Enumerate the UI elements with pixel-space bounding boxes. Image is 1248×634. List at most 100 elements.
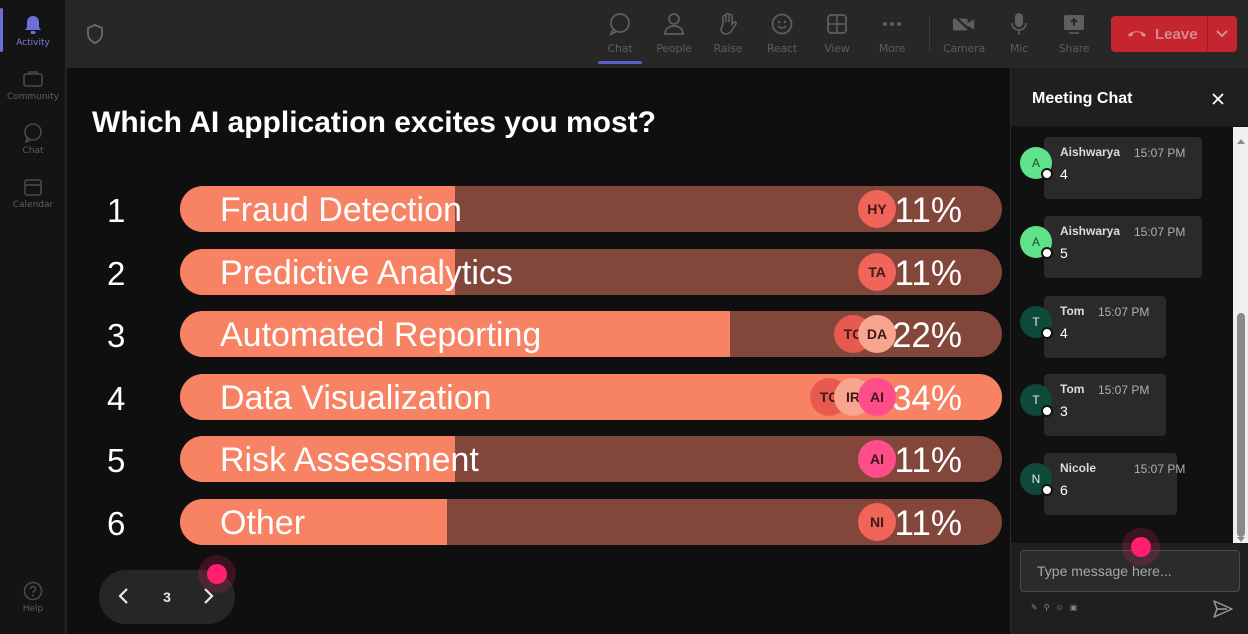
chat-message-list: Aishwarya 15:07 PM 4 A Aishwarya 15:07 PM 5 A To… <box>1011 127 1233 543</box>
chevron-down-icon[interactable] <box>1215 27 1229 46</box>
presence-status <box>1041 168 1053 180</box>
help-icon <box>22 580 44 602</box>
page-number: 3 <box>163 589 171 605</box>
shield-icon[interactable] <box>86 24 104 49</box>
chat-message: Aishwarya 15:07 PM 4 A <box>1011 131 1233 199</box>
message-text: 4 <box>1060 325 1068 341</box>
chat-panel-title: Meeting Chat <box>1032 90 1133 107</box>
option-bar-fill <box>180 311 730 357</box>
close-icon[interactable] <box>1207 88 1229 110</box>
option-number: 2 <box>107 254 126 292</box>
format-text-icon[interactable]: ✎ <box>1031 603 1038 612</box>
raise-hand-button-label: Raise <box>713 42 743 55</box>
message-text: 6 <box>1060 482 1068 498</box>
send-icon[interactable] <box>1213 600 1233 618</box>
camera-button[interactable]: Camera <box>938 0 990 68</box>
chat-header-divider <box>1011 126 1248 127</box>
option-bar: Other NI 11% <box>180 498 1002 545</box>
message-time: 15:07 PM <box>1098 305 1150 319</box>
rail-item-calendar[interactable]: Calendar <box>0 168 66 222</box>
people-button-label: People <box>656 42 692 55</box>
option-label: Risk Assessment <box>220 441 479 479</box>
leave-split-divider <box>1207 16 1208 52</box>
rail-label-community: Community <box>6 92 60 102</box>
poll-option-row: 2 Predictive Analytics TA 11% <box>67 248 1010 295</box>
option-bar: Automated Reporting TC DA 22% <box>180 311 1002 357</box>
rail-item-community[interactable]: Community <box>0 60 66 114</box>
option-bar-fill <box>180 248 455 295</box>
message-time: 15:07 PM <box>1134 146 1186 160</box>
option-percent: 22% <box>891 316 962 355</box>
pointer-highlight <box>1131 537 1151 557</box>
chat-button[interactable]: Chat <box>594 0 646 68</box>
mic-button[interactable]: Mic <box>993 0 1045 68</box>
emoji-icon[interactable]: ☺ <box>1055 603 1064 612</box>
sender-name: Aishwarya <box>1060 145 1121 159</box>
voter-avatars: HY <box>858 190 896 228</box>
option-number: 6 <box>107 504 126 542</box>
react-button[interactable]: React <box>756 0 808 68</box>
voter-avatars: NI <box>858 502 896 541</box>
scroll-down-icon[interactable] <box>1237 530 1245 548</box>
chevron-left-icon[interactable] <box>117 587 131 610</box>
option-label: Automated Reporting <box>220 316 542 354</box>
chat-message-input[interactable] <box>1020 550 1240 592</box>
attach-icon[interactable]: ⚲ <box>1043 603 1050 612</box>
option-bar: Risk Assessment AI 11% <box>180 436 1002 482</box>
leave-button[interactable]: Leave <box>1111 16 1237 52</box>
chat-message: Nicole 15:07 PM 6 N <box>1011 447 1233 515</box>
presence-status <box>1041 484 1053 496</box>
voter-avatar: DA <box>858 315 896 353</box>
message-bubble: Tom 15:07 PM 4 <box>1044 296 1166 358</box>
option-bar: Fraud Detection HY 11% <box>180 186 1002 232</box>
rail-item-help[interactable]: Help <box>0 572 66 626</box>
option-number: 1 <box>107 192 126 229</box>
calendar-icon <box>22 176 44 198</box>
option-label: Predictive Analytics <box>220 253 513 292</box>
camera-button-label: Camera <box>943 42 985 55</box>
share-screen-icon <box>1062 12 1086 36</box>
share-button[interactable]: Share <box>1048 0 1100 68</box>
poll-option-row: 5 Risk Assessment AI 11% <box>67 436 1010 482</box>
react-button-label: React <box>766 42 798 55</box>
leave-button-label: Leave <box>1155 25 1198 43</box>
chat-bubble-icon <box>608 12 632 36</box>
avatar: T <box>1020 384 1052 416</box>
rail-label-help: Help <box>22 604 44 614</box>
option-percent: 11% <box>894 441 962 480</box>
message-bubble: Aishwarya 15:07 PM 5 <box>1044 216 1202 278</box>
voter-avatar: AI <box>858 440 896 478</box>
option-number: 4 <box>107 379 126 417</box>
meeting-toolbar: Chat People Raise React View <box>66 0 1248 68</box>
option-number: 3 <box>107 317 126 354</box>
more-button[interactable]: More <box>866 0 918 68</box>
poll-option-row: 4 Data Visualization TC IR AI 34% <box>67 373 1010 420</box>
app-rail: Activity Community Chat Calendar Help <box>0 0 66 634</box>
presence-status <box>1041 247 1053 259</box>
voter-avatars: TC DA <box>834 315 896 353</box>
rail-item-activity[interactable]: Activity <box>0 6 66 60</box>
view-button[interactable]: View <box>811 0 863 68</box>
people-button[interactable]: People <box>648 0 700 68</box>
option-label: Other <box>220 503 306 542</box>
gif-icon[interactable]: ▣ <box>1069 603 1078 612</box>
voter-avatar: NI <box>858 502 896 541</box>
message-text: 4 <box>1060 166 1068 182</box>
presence-status <box>1041 327 1053 339</box>
voter-avatars: TC IR AI <box>810 377 896 416</box>
poll-option-row: 6 Other NI 11% <box>67 498 1010 545</box>
chat-message: Aishwarya 15:07 PM 5 A <box>1011 210 1233 278</box>
poll-stage: Which AI application excites you most? 1… <box>67 68 1010 634</box>
scrollbar-thumb[interactable] <box>1237 313 1245 537</box>
raise-hand-button[interactable]: Raise <box>702 0 754 68</box>
option-bar: Predictive Analytics TA 11% <box>180 248 1002 295</box>
rail-item-chat[interactable]: Chat <box>0 114 66 168</box>
chat-message: Tom 15:07 PM 4 T <box>1011 290 1233 358</box>
grid-view-icon <box>825 12 849 36</box>
chat-scrollbar[interactable] <box>1233 127 1248 543</box>
scroll-up-icon[interactable] <box>1237 131 1245 149</box>
chevron-right-icon[interactable] <box>201 587 215 610</box>
message-bubble: Tom 15:07 PM 3 <box>1044 374 1166 436</box>
message-text: 3 <box>1060 403 1068 419</box>
voter-avatar: AI <box>858 377 896 416</box>
